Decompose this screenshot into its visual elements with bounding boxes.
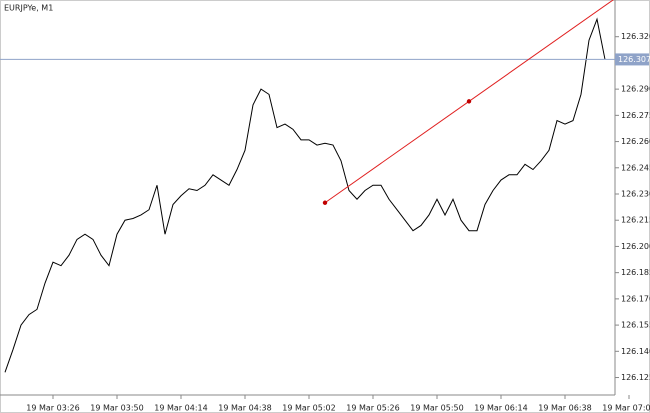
y-tick-label: 126.260	[621, 137, 650, 146]
y-tick-label: 126.320	[621, 32, 650, 41]
trendline-anchor	[322, 200, 328, 205]
x-tick-label: 19 Mar 03:26	[26, 404, 79, 413]
y-tick-label: 126.275	[621, 111, 650, 120]
x-tick-label: 19 Mar 03:50	[90, 404, 143, 413]
x-tick-label: 19 Mar 05:26	[346, 404, 399, 413]
y-tick-label: 126.215	[621, 216, 650, 225]
x-tick-label: 19 Mar 05:50	[410, 404, 463, 413]
price-tag-label: 126.307	[618, 55, 650, 64]
y-tick-label: 126.230	[621, 190, 650, 199]
trendline-anchor	[466, 99, 472, 104]
y-tick-label: 126.155	[621, 321, 650, 330]
y-tick-label: 126.290	[621, 85, 650, 94]
x-tick-label: 19 Mar 04:38	[218, 404, 271, 413]
price-line	[4, 17, 606, 373]
x-tick-label: 19 Mar 04:14	[154, 404, 207, 413]
x-tick-label: 19 Mar 07:02	[602, 404, 650, 413]
price-tag	[615, 53, 649, 66]
y-tick-label: 126.200	[621, 242, 650, 251]
y-tick-label: 126.125	[621, 373, 650, 382]
y-tick-label: 126.185	[621, 268, 650, 277]
y-tick-label: 126.170	[621, 294, 650, 303]
x-tick-label: 19 Mar 06:38	[538, 404, 591, 413]
y-tick-label: 126.245	[621, 163, 650, 172]
x-tick-label: 19 Mar 05:02	[282, 404, 335, 413]
trendline	[324, 0, 614, 204]
x-tick-label: 19 Mar 06:14	[474, 404, 527, 413]
chart-title: EURJPYe, M1	[4, 4, 53, 13]
y-tick-label: 126.140	[621, 347, 650, 356]
